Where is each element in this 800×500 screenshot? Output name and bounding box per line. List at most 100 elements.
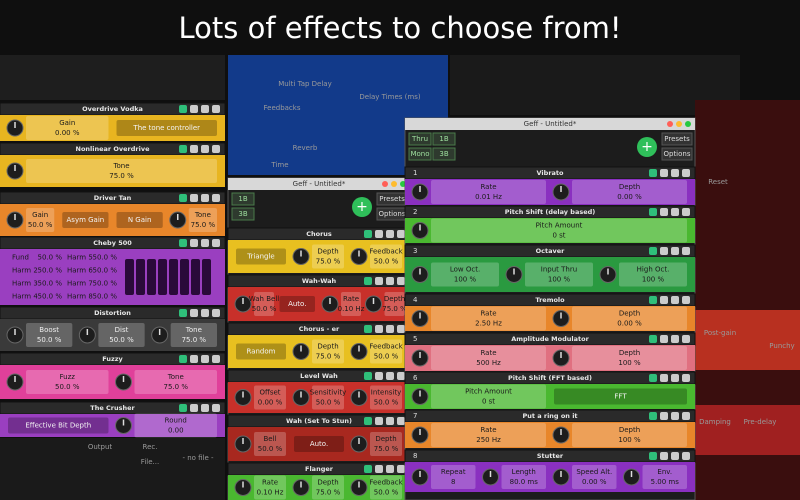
effect-icon[interactable] xyxy=(375,277,383,285)
harmonic-slider[interactable] xyxy=(125,259,134,295)
effect-icon[interactable] xyxy=(364,417,372,425)
effect-icon[interactable] xyxy=(671,208,679,216)
param-button[interactable] xyxy=(8,417,109,434)
effect-icon[interactable] xyxy=(179,355,187,363)
effect-icon[interactable] xyxy=(682,208,690,216)
effect-icon[interactable] xyxy=(375,372,383,380)
effect-icon[interactable] xyxy=(671,452,679,460)
harmonic-slider[interactable] xyxy=(147,259,156,295)
window-control[interactable] xyxy=(667,121,673,127)
effect-icon[interactable] xyxy=(660,374,668,382)
effect-icon[interactable] xyxy=(364,277,372,285)
effect-icon[interactable] xyxy=(397,417,405,425)
add-button[interactable] xyxy=(637,137,657,157)
effect-icon[interactable] xyxy=(397,372,405,380)
effect-icon[interactable] xyxy=(671,335,679,343)
effect-icon[interactable] xyxy=(660,169,668,177)
add-button[interactable] xyxy=(352,197,372,217)
effect-icon[interactable] xyxy=(649,452,657,460)
param-button[interactable] xyxy=(236,343,286,360)
param-button[interactable] xyxy=(116,212,163,228)
param-button[interactable] xyxy=(116,120,218,136)
effect-icon[interactable] xyxy=(682,335,690,343)
effect-icon[interactable] xyxy=(397,230,405,238)
harmonic-slider[interactable] xyxy=(136,259,145,295)
param-button[interactable] xyxy=(554,388,687,405)
effect-icon[interactable] xyxy=(201,309,209,317)
effect-icon[interactable] xyxy=(386,325,394,333)
effect-icon[interactable] xyxy=(212,145,220,153)
window-control[interactable] xyxy=(685,121,691,127)
effect-icon[interactable] xyxy=(179,105,187,113)
effect-icon[interactable] xyxy=(201,105,209,113)
toolbar-button[interactable] xyxy=(408,132,432,146)
effect-icon[interactable] xyxy=(364,465,372,473)
harmonic-slider[interactable] xyxy=(158,259,167,295)
effect-icon[interactable] xyxy=(190,355,198,363)
effect-icon[interactable] xyxy=(190,105,198,113)
toolbar-button[interactable] xyxy=(231,207,255,221)
effect-icon[interactable] xyxy=(190,145,198,153)
effect-icon[interactable] xyxy=(201,194,209,202)
window-control[interactable] xyxy=(382,181,388,187)
effect-icon[interactable] xyxy=(649,296,657,304)
effect-icon[interactable] xyxy=(190,239,198,247)
harmonic-slider[interactable] xyxy=(180,259,189,295)
effect-icon[interactable] xyxy=(649,247,657,255)
effect-icon[interactable] xyxy=(375,465,383,473)
param-button[interactable] xyxy=(62,212,109,228)
effect-icon[interactable] xyxy=(649,412,657,420)
toolbar-button[interactable] xyxy=(661,147,693,161)
effect-icon[interactable] xyxy=(364,372,372,380)
effect-icon[interactable] xyxy=(682,452,690,460)
effect-icon[interactable] xyxy=(212,105,220,113)
effect-icon[interactable] xyxy=(660,208,668,216)
window-control[interactable] xyxy=(676,121,682,127)
effect-icon[interactable] xyxy=(364,325,372,333)
effect-icon[interactable] xyxy=(682,374,690,382)
effect-icon[interactable] xyxy=(660,452,668,460)
effect-icon[interactable] xyxy=(190,309,198,317)
effect-icon[interactable] xyxy=(649,374,657,382)
effect-icon[interactable] xyxy=(212,404,220,412)
effect-icon[interactable] xyxy=(660,412,668,420)
effect-icon[interactable] xyxy=(649,208,657,216)
harmonic-slider[interactable] xyxy=(191,259,200,295)
effect-icon[interactable] xyxy=(671,169,679,177)
effect-icon[interactable] xyxy=(397,465,405,473)
harmonic-slider[interactable] xyxy=(169,259,178,295)
effect-icon[interactable] xyxy=(671,247,679,255)
effect-icon[interactable] xyxy=(179,145,187,153)
effect-icon[interactable] xyxy=(201,145,209,153)
effect-icon[interactable] xyxy=(397,277,405,285)
effect-icon[interactable] xyxy=(649,335,657,343)
param-button[interactable] xyxy=(236,248,286,265)
toolbar-button[interactable] xyxy=(231,192,255,206)
effect-icon[interactable] xyxy=(212,309,220,317)
toolbar-button[interactable] xyxy=(661,132,693,146)
effect-icon[interactable] xyxy=(682,412,690,420)
effect-icon[interactable] xyxy=(682,247,690,255)
effect-icon[interactable] xyxy=(212,239,220,247)
effect-icon[interactable] xyxy=(375,417,383,425)
effect-icon[interactable] xyxy=(671,296,679,304)
effect-icon[interactable] xyxy=(660,247,668,255)
effect-icon[interactable] xyxy=(190,194,198,202)
window-control[interactable] xyxy=(391,181,397,187)
effect-icon[interactable] xyxy=(660,335,668,343)
effect-icon[interactable] xyxy=(201,404,209,412)
effect-icon[interactable] xyxy=(201,355,209,363)
effect-icon[interactable] xyxy=(649,169,657,177)
effect-icon[interactable] xyxy=(190,404,198,412)
effect-icon[interactable] xyxy=(386,465,394,473)
effect-icon[interactable] xyxy=(212,194,220,202)
effect-icon[interactable] xyxy=(386,372,394,380)
effect-icon[interactable] xyxy=(682,296,690,304)
param-button[interactable] xyxy=(294,436,344,452)
toolbar-button[interactable] xyxy=(432,132,456,146)
effect-icon[interactable] xyxy=(671,412,679,420)
toolbar-button[interactable] xyxy=(432,147,456,161)
effect-icon[interactable] xyxy=(364,230,372,238)
effect-icon[interactable] xyxy=(179,404,187,412)
effect-icon[interactable] xyxy=(375,230,383,238)
